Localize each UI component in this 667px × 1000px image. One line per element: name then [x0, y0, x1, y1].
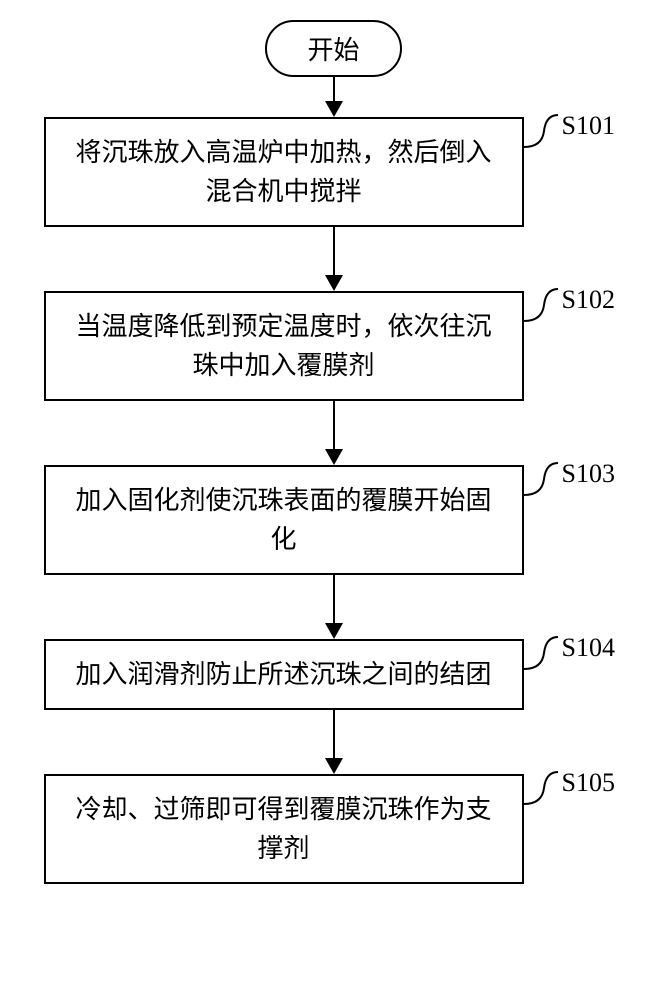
arrow-line — [333, 575, 335, 623]
step-box-s103: 加入固化剂使沉珠表面的覆膜开始固化 — [44, 465, 524, 575]
step-label: S103 — [562, 459, 615, 489]
step-text: 将沉珠放入高温炉中加热，然后倒入混合机中搅拌 — [75, 138, 491, 206]
arrow-line — [333, 710, 335, 758]
arrow — [325, 401, 343, 465]
connector-curve-icon — [524, 113, 558, 153]
connector-curve-icon — [524, 770, 558, 810]
connector-curve-icon — [524, 287, 558, 327]
arrow — [325, 227, 343, 291]
step-label: S105 — [562, 768, 615, 798]
step-text: 当温度降低到预定温度时，依次往沉珠中加入覆膜剂 — [75, 312, 491, 380]
step-text: 冷却、过筛即可得到覆膜沉珠作为支撑剂 — [75, 795, 491, 863]
arrow-line — [333, 77, 335, 101]
step-row: 加入润滑剂防止所述沉珠之间的结团 S104 — [44, 639, 624, 710]
step-text: 加入润滑剂防止所述沉珠之间的结团 — [75, 660, 491, 689]
step-box-s102: 当温度降低到预定温度时，依次往沉珠中加入覆膜剂 — [44, 291, 524, 401]
arrow-head-icon — [325, 623, 343, 639]
connector-curve-icon — [524, 461, 558, 501]
step-label: S101 — [562, 111, 615, 141]
step-label: S104 — [562, 633, 615, 663]
arrow-line — [333, 227, 335, 275]
step-text: 加入固化剂使沉珠表面的覆膜开始固化 — [75, 486, 491, 554]
step-box-s105: 冷却、过筛即可得到覆膜沉珠作为支撑剂 — [44, 774, 524, 884]
step-row: 加入固化剂使沉珠表面的覆膜开始固化 S103 — [44, 465, 624, 575]
step-label: S102 — [562, 285, 615, 315]
connector-curve-icon — [524, 635, 558, 675]
step-row: 将沉珠放入高温炉中加热，然后倒入混合机中搅拌 S101 — [44, 117, 624, 227]
flowchart-container: 开始 将沉珠放入高温炉中加热，然后倒入混合机中搅拌 S101 当温度降低到预定温… — [44, 20, 624, 884]
arrow-head-icon — [325, 758, 343, 774]
arrow — [325, 575, 343, 639]
arrow — [325, 710, 343, 774]
step-box-s101: 将沉珠放入高温炉中加热，然后倒入混合机中搅拌 — [44, 117, 524, 227]
step-row: 当温度降低到预定温度时，依次往沉珠中加入覆膜剂 S102 — [44, 291, 624, 401]
arrow-head-icon — [325, 275, 343, 291]
arrow — [325, 77, 343, 117]
arrow-line — [333, 401, 335, 449]
arrow-head-icon — [325, 449, 343, 465]
start-node: 开始 — [265, 20, 401, 77]
step-row: 冷却、过筛即可得到覆膜沉珠作为支撑剂 S105 — [44, 774, 624, 884]
start-label: 开始 — [307, 36, 359, 65]
step-box-s104: 加入润滑剂防止所述沉珠之间的结团 — [44, 639, 524, 710]
arrow-head-icon — [325, 101, 343, 117]
